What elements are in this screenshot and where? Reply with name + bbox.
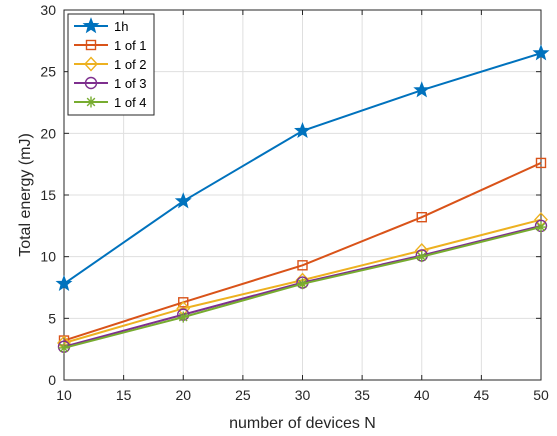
- legend-entry: 1 of 1: [74, 38, 147, 53]
- data-point: [177, 311, 189, 323]
- legend-marker: [85, 39, 97, 51]
- data-point: [178, 297, 189, 308]
- data-point: [413, 81, 431, 98]
- legend-entry: 1 of 4: [74, 95, 147, 110]
- y-tick-label: 20: [40, 125, 56, 141]
- data-point: [532, 44, 550, 61]
- x-tick-label: 15: [116, 387, 132, 403]
- legend-marker: [84, 56, 98, 72]
- y-axis-title: Total energy (mJ): [17, 133, 34, 257]
- series-line: [63, 162, 542, 342]
- x-tick-label: 10: [56, 387, 72, 403]
- data-point: [58, 342, 70, 354]
- legend-label: 1 of 2: [114, 57, 147, 72]
- x-tick-label: 20: [175, 387, 191, 403]
- series-0: [55, 44, 550, 292]
- legend: 1h 1 of 1 1 of 2 1 of 3 1 of 4: [67, 13, 155, 116]
- x-tick-label: 45: [474, 387, 490, 403]
- legend-label: 1 of 4: [114, 95, 147, 110]
- legend-label: 1 of 1: [114, 38, 147, 53]
- data-point: [294, 121, 311, 139]
- legend-entry: 1 of 2: [74, 56, 147, 72]
- x-tick-label: 50: [533, 387, 549, 403]
- data-point: [416, 251, 428, 263]
- data-point: [416, 211, 427, 223]
- x-tick-label: 30: [295, 387, 311, 403]
- asterisk-stroke: [298, 279, 307, 289]
- data-point: [297, 278, 308, 290]
- asterisk-stroke: [178, 312, 188, 322]
- y-tick-label: 30: [40, 2, 56, 18]
- legend-label: 1 of 3: [114, 76, 147, 91]
- y-tick-label: 10: [40, 249, 56, 265]
- legend-label: 1h: [114, 19, 128, 34]
- axis-ticks: 10 15 20 25 30 35 40 45 50 0 5 10 15 20 25 30: [40, 2, 549, 403]
- data-point: [535, 221, 547, 233]
- x-tick-label: 40: [414, 387, 430, 403]
- asterisk-stroke: [86, 97, 96, 107]
- y-tick-label: 5: [48, 310, 56, 326]
- y-tick-label: 0: [48, 372, 56, 388]
- data-point: [55, 274, 73, 292]
- data-point: [535, 157, 547, 169]
- asterisk-stroke: [59, 343, 69, 353]
- data-point: [174, 192, 192, 209]
- x-tick-label: 35: [354, 387, 370, 403]
- x-axis-title: number of devices N: [229, 415, 376, 432]
- data-point: [297, 260, 308, 271]
- legend-marker: [82, 17, 100, 34]
- legend-entry: 1 of 3: [74, 76, 147, 91]
- legend-marker: [85, 96, 97, 108]
- series-4: [58, 221, 547, 354]
- x-tick-label: 25: [235, 387, 251, 403]
- asterisk-stroke: [536, 222, 546, 232]
- asterisk-stroke: [417, 252, 427, 262]
- legend-entry: 1h: [74, 17, 128, 34]
- series-lines: [55, 44, 550, 354]
- y-tick-label: 15: [40, 187, 56, 203]
- y-tick-label: 25: [40, 64, 56, 80]
- legend-marker: [84, 76, 98, 90]
